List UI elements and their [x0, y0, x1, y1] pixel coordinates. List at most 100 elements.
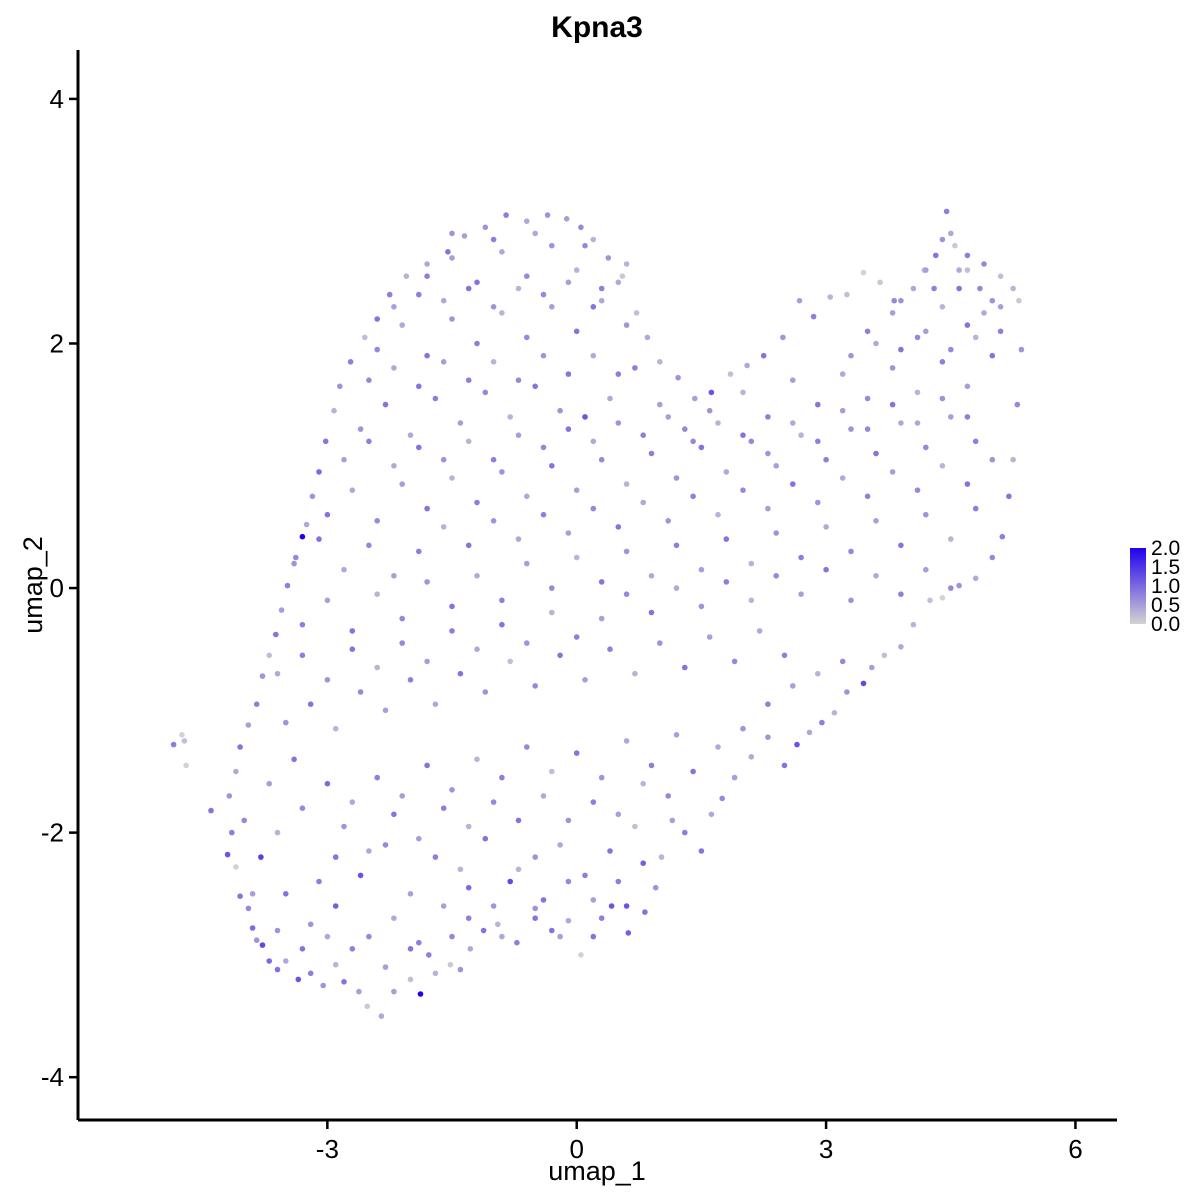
- data-point: [723, 469, 730, 475]
- data-point: [332, 961, 339, 968]
- data-point: [682, 426, 688, 432]
- data-point: [952, 242, 958, 249]
- data-point: [582, 414, 588, 420]
- data-point: [386, 291, 393, 298]
- x-tick-label: 6: [1068, 1134, 1082, 1164]
- data-point: [598, 285, 605, 292]
- data-point: [910, 621, 917, 628]
- data-point: [407, 976, 414, 983]
- data-point: [765, 505, 771, 512]
- data-point: [573, 634, 580, 640]
- data-point: [644, 334, 651, 341]
- data-point: [864, 426, 871, 432]
- data-point: [391, 573, 397, 579]
- legend-tick-label: 0.5: [1151, 594, 1180, 617]
- data-point: [341, 979, 347, 985]
- color-legend: 0.00.51.01.52.0: [1130, 537, 1180, 636]
- data-point: [440, 805, 447, 811]
- data-point: [407, 946, 414, 952]
- data-point: [590, 304, 597, 310]
- chart-title: Kpna3: [551, 11, 643, 44]
- data-point: [939, 359, 946, 365]
- color-legend-ticks: 0.00.51.01.52.0: [1151, 537, 1180, 636]
- data-point: [582, 242, 588, 249]
- y-axis-label: umap_2: [18, 536, 48, 634]
- data-point: [931, 285, 937, 292]
- y-tick-label: -2: [41, 818, 64, 848]
- data-point: [927, 597, 933, 604]
- data-point: [989, 352, 996, 359]
- data-point: [499, 310, 505, 316]
- data-point: [337, 383, 343, 390]
- data-point: [823, 524, 829, 530]
- data-point: [964, 267, 971, 273]
- data-point: [914, 420, 921, 426]
- data-point: [790, 377, 796, 384]
- data-point: [765, 701, 771, 707]
- data-point: [698, 444, 705, 451]
- data-point: [889, 469, 896, 475]
- data-point: [956, 285, 962, 292]
- legend-tick-label: 2.0: [1151, 537, 1180, 560]
- data-point: [642, 909, 648, 915]
- data-point: [307, 970, 314, 977]
- data-point: [898, 644, 904, 650]
- data-point: [740, 432, 746, 439]
- data-point: [432, 701, 439, 707]
- data-point: [557, 842, 563, 848]
- data-point: [266, 652, 273, 659]
- data-point: [465, 438, 472, 445]
- data-point: [417, 991, 424, 997]
- data-point: [889, 401, 896, 408]
- data-point: [299, 805, 306, 811]
- data-point: [324, 780, 331, 787]
- data-point: [939, 236, 946, 243]
- data-point: [615, 878, 622, 885]
- data-point: [299, 621, 306, 628]
- data-point: [731, 658, 738, 665]
- data-point: [540, 352, 547, 359]
- data-point: [999, 533, 1006, 540]
- data-point: [507, 414, 513, 420]
- data-point: [706, 407, 713, 414]
- data-point: [898, 591, 904, 597]
- data-point: [623, 591, 630, 597]
- data-point: [690, 438, 696, 445]
- data-point: [731, 774, 738, 781]
- data-point: [780, 334, 786, 341]
- data-point: [407, 677, 414, 683]
- data-point: [1014, 401, 1021, 408]
- data-point: [964, 322, 971, 328]
- data-point: [495, 921, 501, 928]
- data-point: [665, 793, 671, 799]
- data-point: [278, 607, 285, 613]
- data-point: [515, 817, 522, 824]
- data-point: [540, 793, 547, 799]
- data-point: [744, 362, 750, 369]
- data-point: [823, 456, 829, 463]
- legend-tick-label: 0.0: [1151, 613, 1180, 636]
- data-point: [989, 297, 996, 304]
- data-point: [625, 930, 632, 936]
- data-point: [524, 493, 530, 500]
- data-point: [607, 646, 613, 652]
- data-point: [474, 573, 480, 579]
- data-point: [623, 261, 630, 267]
- data-point: [873, 450, 879, 457]
- data-point: [760, 352, 767, 359]
- data-point: [362, 334, 368, 341]
- data-point: [465, 285, 472, 292]
- data-point: [914, 334, 921, 341]
- data-point: [274, 927, 281, 934]
- data-point: [640, 780, 646, 787]
- data-point: [869, 664, 875, 671]
- data-point: [499, 933, 505, 940]
- data-point: [540, 291, 547, 298]
- data-point: [391, 988, 397, 995]
- data-point: [524, 218, 530, 224]
- data-point: [357, 872, 364, 879]
- data-point: [765, 414, 771, 420]
- data-point: [690, 493, 696, 500]
- data-point: [972, 334, 979, 341]
